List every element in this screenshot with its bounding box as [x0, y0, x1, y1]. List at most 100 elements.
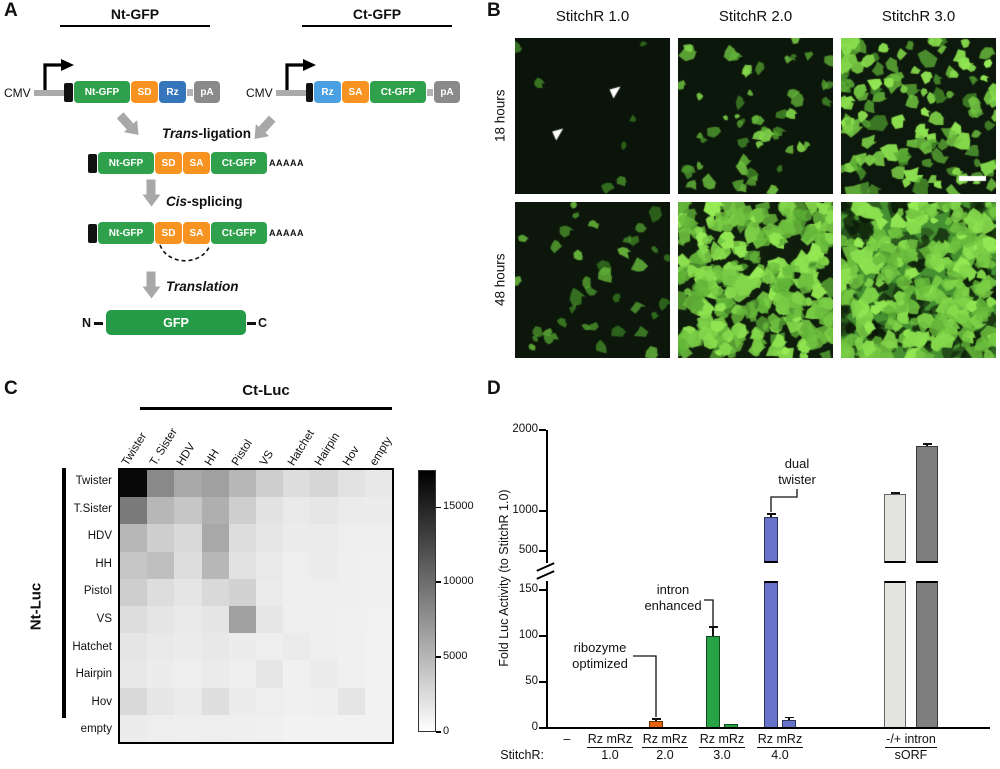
linker-segment	[427, 88, 433, 96]
heatmap-y-axis-bar	[62, 468, 66, 718]
y-axis-upper	[546, 430, 549, 563]
micrograph-stitchr-3-18h	[841, 38, 996, 194]
heatmap-cell-Hov-HDV	[174, 687, 202, 715]
heatmap-cell-T.Sister-Pistol	[228, 497, 256, 525]
heatmap-cell-Hairpin-empty	[364, 660, 392, 688]
heatmap-cell-Hatchet-T. Sister	[147, 633, 175, 661]
heatmap-cell-Hov-Pistol	[228, 687, 256, 715]
heatmap-cell-T.Sister-T. Sister	[147, 497, 175, 525]
colorbar-tick-label: 15000	[443, 500, 474, 513]
heatmap-cell-Pistol-VS	[256, 578, 284, 606]
heatmap-cell-HDV-VS	[256, 524, 284, 552]
x-group-label-text: -/+ intron	[885, 732, 937, 748]
annotation-intron-enhanced: intron enhanced	[644, 582, 702, 614]
heatmap-cell-HH-Twister	[120, 551, 148, 579]
heatmap-y-title: Nt-Luc	[27, 582, 45, 631]
x-group-label-2: Rz mRz	[620, 732, 710, 748]
bar-stitchr-4.0-rz	[764, 581, 778, 728]
heatmap-cell-Hairpin-Hatchet	[283, 660, 311, 688]
heatmap-cell-Twister-T. Sister	[147, 470, 175, 498]
trans-ligated-mrna: Nt-GFP SD SA Ct-GFP	[88, 152, 268, 174]
heatmap-cell-Hatchet-Twister	[120, 633, 148, 661]
heatmap-col-label-Twister: Twister	[119, 430, 150, 468]
heatmap-cell-Pistol-HH	[201, 578, 229, 606]
x-version-label-3.0: 3.0	[713, 748, 731, 762]
heatmap-cell-T.Sister-Hatchet	[283, 497, 311, 525]
y-tick	[539, 635, 546, 638]
heatmap-cell-Hairpin-HH	[201, 660, 229, 688]
colorbar-tick	[436, 656, 441, 658]
column-title-stitchr-3.0: StitchR 3.0	[881, 8, 956, 25]
flow-arrow-down-2	[141, 271, 163, 299]
heatmap-cell-T.Sister-HH	[201, 497, 229, 525]
colorbar-tick	[436, 731, 441, 733]
gfp-protein-box: GFP	[106, 310, 246, 335]
panel-d-label: D	[487, 378, 501, 399]
panel-a-schematic: A Nt-GFP Ct-GFP CMV Nt-GFP SD Rz pA CMV Rz S…	[0, 0, 485, 378]
splice-donor-box: SD	[155, 222, 182, 244]
heatmap-row-label-Hatchet: Hatchet	[72, 640, 112, 653]
ribozyme-box: Rz	[314, 81, 341, 103]
heatmap-cell-HH-T. Sister	[147, 551, 175, 579]
c-terminus-label: C	[258, 316, 268, 330]
heatmap-cell-T.Sister-HDV	[174, 497, 202, 525]
heatmap-cell-Hov-Hov	[337, 687, 365, 715]
heatmap-cell-Pistol-empty	[364, 578, 392, 606]
y-tick	[539, 429, 546, 431]
heatmap-cell-VS-Hatchet	[283, 606, 311, 634]
heatmap-cell-Twister-VS	[256, 470, 284, 498]
y-tick	[539, 549, 546, 552]
stitchr-axis-prefix: StitchR:	[500, 748, 544, 762]
error-bar-sorf-intron	[894, 493, 896, 495]
annotation-ribozyme-optimized: ribozyme optimized	[572, 640, 628, 672]
y-tick	[539, 509, 546, 512]
heatmap-cell-Twister-Pistol	[228, 470, 256, 498]
y-tick-label: 2000	[512, 423, 538, 435]
heatmap-cell-Twister-Hatchet	[283, 470, 311, 498]
heatmap-cell-Pistol-HDV	[174, 578, 202, 606]
promoter-arrow-left	[43, 59, 74, 90]
heatmap-cell-Hov-VS	[256, 687, 284, 715]
heatmap-cell-Hov-Hatchet	[283, 687, 311, 715]
heatmap-cell-Hairpin-HDV	[174, 660, 202, 688]
heatmap-cell-empty-HDV	[174, 714, 202, 742]
heatmap-row-label-Pistol: Pistol	[83, 585, 112, 598]
y-tick	[539, 727, 546, 729]
x-group-label-text: –	[563, 732, 571, 746]
heatmap-row-label-empty: empty	[80, 723, 112, 736]
heatmap-col-label-Hov: Hov	[340, 444, 362, 468]
dna-line-right	[276, 90, 308, 96]
nt-gfp-construct: Nt-GFP SD Rz pA	[64, 81, 221, 103]
flow-arrow-down-1	[141, 179, 163, 207]
heatmap-cell-Hatchet-Hatchet	[283, 633, 311, 661]
heatmap-cell-Hatchet-HDV	[174, 633, 202, 661]
heatmap-cell-T.Sister-Hov	[337, 497, 365, 525]
panel-c-heatmap: C Ct-Luc Twister T. Sister HDV HH Pistol VS Ha…	[0, 378, 480, 769]
x-axis	[546, 726, 990, 730]
heatmap-cell-empty-Hairpin	[310, 714, 338, 742]
c-link-line	[247, 322, 256, 325]
micrograph-stitchr-3-48h	[841, 202, 996, 358]
panel-a-label: A	[4, 0, 18, 21]
colorbar-tick	[436, 581, 441, 584]
trans-word: Trans	[162, 126, 199, 141]
heatmap-row-label-Twister: Twister	[75, 475, 112, 487]
heatmap-cell-HDV-empty	[364, 524, 392, 552]
heatmap-cell-VS-empty	[364, 606, 392, 634]
heatmap-cell-HH-Hairpin	[310, 551, 338, 579]
ct-gfp-box: Ct-GFP	[211, 152, 267, 174]
ct-gfp-construct: Rz SA Ct-GFP pA	[306, 81, 461, 103]
heatmap-cell-Pistol-Hairpin	[310, 578, 338, 606]
micrograph-stitchr-2-18h	[678, 38, 833, 194]
heatmap-cell-Hov-Hairpin	[310, 687, 338, 715]
bar-stitchr-3.0-rz	[706, 636, 720, 728]
x-group-label-text: Rz mRz	[586, 732, 634, 748]
heatmap-cell-Hatchet-HH	[201, 633, 229, 661]
cmv-promoter-label-left: CMV	[4, 86, 31, 100]
splice-acceptor-box: SA	[342, 81, 369, 103]
error-cap-stitchr-2.0-rz	[651, 718, 661, 720]
x-version-label-4.0: 4.0	[771, 748, 789, 762]
heatmap-cell-Hatchet-VS	[256, 633, 284, 661]
y-tick-label: 100	[518, 629, 538, 642]
y-axis-lower	[546, 581, 549, 728]
